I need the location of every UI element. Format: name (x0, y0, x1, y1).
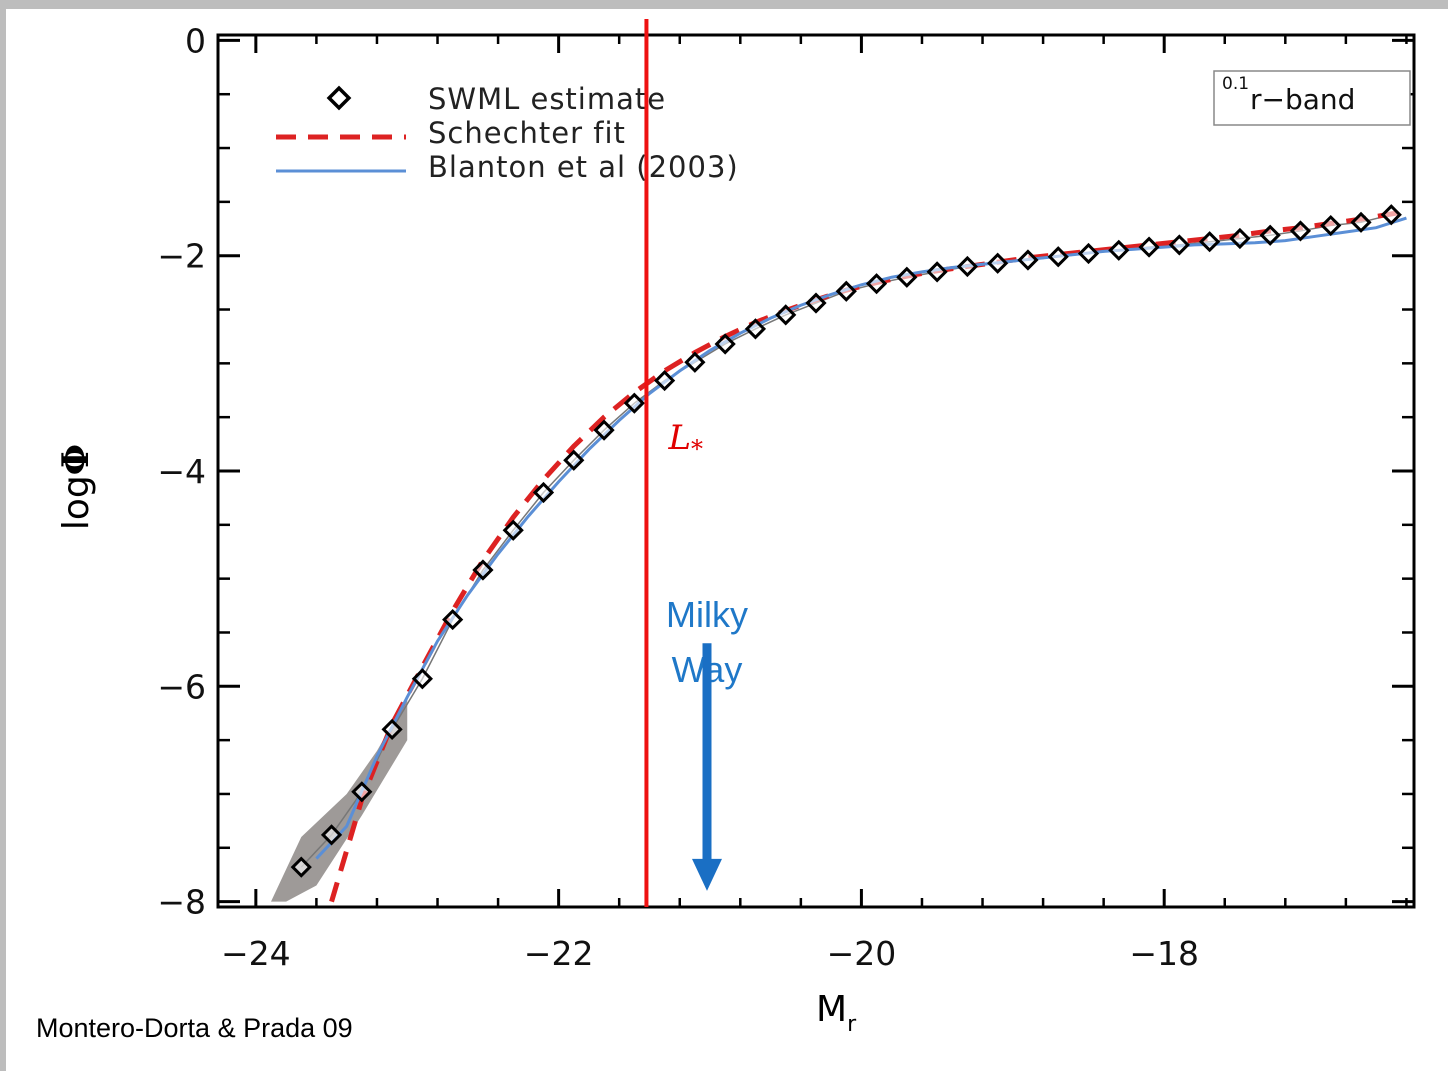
blanton-line (315, 216, 1407, 860)
x-axis-label-sub: r (847, 1012, 857, 1037)
band-label-frame (1213, 70, 1411, 126)
swml-diamond-point (320, 824, 343, 846)
swml-diamond-point (502, 519, 524, 541)
axis-ticks: −24 −22 −20 −18 0 −2 −4 −6 −8 (157, 21, 1414, 973)
swml-error-band (270, 697, 408, 902)
milky-way-label-line1: Milky (666, 594, 748, 635)
band-label-superscript: 0.1 (1222, 74, 1249, 94)
legend: SWML estimate Schechter fit Blanton et a… (276, 82, 739, 184)
swml-diamond-point (1259, 224, 1281, 246)
swml-diamond-point (532, 481, 555, 504)
band-label-text: r−band (1250, 83, 1355, 116)
swml-diamond-point (472, 559, 494, 581)
y-tick-label: −2 (157, 237, 206, 276)
y-tick-label: −6 (157, 667, 206, 706)
error-band-layer (270, 697, 408, 902)
swml-diamond-point (835, 280, 857, 302)
band-label-box: 0.1 r−band (1213, 70, 1411, 126)
swml-diamond-point (351, 781, 373, 803)
swml-diamond-point (956, 255, 978, 278)
y-axis-label-phi: Φ (55, 444, 97, 475)
swml-diamond-point (1320, 214, 1342, 237)
swml-diamond-point (684, 351, 706, 373)
swml-diamond-point (775, 304, 797, 326)
swml-diamond-point (1199, 231, 1221, 253)
swml-connecting-line (300, 214, 1392, 868)
swml-diamond-point (1380, 204, 1402, 226)
swml-diamond-point (381, 718, 403, 740)
y-tick-label: −4 (157, 452, 206, 491)
swml-diamond-point (442, 608, 464, 631)
slide: −24 −22 −20 −18 0 −2 −4 −6 −8 SWML estimate Sche… (6, 9, 1448, 1071)
luminosity-function-chart: −24 −22 −20 −18 0 −2 −4 −6 −8 SWML estimate Sche… (36, 19, 1416, 1043)
swml-diamond-point (654, 369, 676, 392)
swml-diamond-point (714, 333, 736, 355)
swml-diamond-point (1168, 234, 1190, 256)
swml-diamond-point (623, 392, 645, 414)
lstar-subscript: * (691, 435, 703, 463)
lstar-label: L* (667, 418, 703, 463)
x-tick-label: −22 (524, 934, 594, 973)
swml-diamond-point (744, 318, 767, 340)
y-tick-label: 0 (185, 21, 206, 60)
x-tick-label: −24 (221, 934, 291, 973)
source-credit: Montero-Dorta & Prada 09 (36, 1013, 353, 1043)
y-axis-label: logΦ (55, 444, 97, 530)
legend-label-swml: SWML estimate (428, 82, 666, 116)
plot-frame (216, 33, 1416, 909)
x-axis-label: Mr (816, 989, 857, 1037)
swml-diamond-point (290, 856, 312, 878)
swml-diamond-point (865, 273, 888, 295)
legend-diamond-marker (326, 85, 352, 111)
swml-diamond-point (1077, 242, 1100, 265)
series-layer (290, 204, 1407, 903)
y-axis-label-text: log (56, 475, 97, 530)
swml-diamond-point (1047, 246, 1069, 268)
swml-diamond-point (1017, 249, 1039, 271)
swml-diamond-point (1350, 211, 1372, 233)
swml-diamond-point (926, 261, 948, 283)
swml-diamond-point (1229, 227, 1251, 250)
swml-diamond-point (1138, 236, 1160, 258)
swml-diamond-point (563, 449, 585, 471)
schechter-fit-line (329, 210, 1400, 903)
swml-diamond-point (411, 668, 433, 690)
legend-label-blanton: Blanton et al (2003) (428, 150, 739, 184)
swml-diamond-point (896, 266, 918, 288)
milky-way-arrow-head (691, 858, 722, 891)
lstar-letter: L (667, 418, 691, 458)
swml-diamond-point (593, 419, 615, 441)
swml-diamond-point (1289, 220, 1312, 242)
swml-diamond-point (987, 252, 1009, 274)
x-tick-label: −20 (827, 934, 897, 973)
x-axis-label-text: M (816, 989, 847, 1030)
y-tick-label: −8 (157, 883, 206, 922)
legend-label-schechter: Schechter fit (428, 116, 626, 150)
swml-diamond-point (1108, 239, 1130, 261)
x-tick-label: −18 (1129, 934, 1199, 973)
swml-diamond-point (805, 292, 827, 314)
